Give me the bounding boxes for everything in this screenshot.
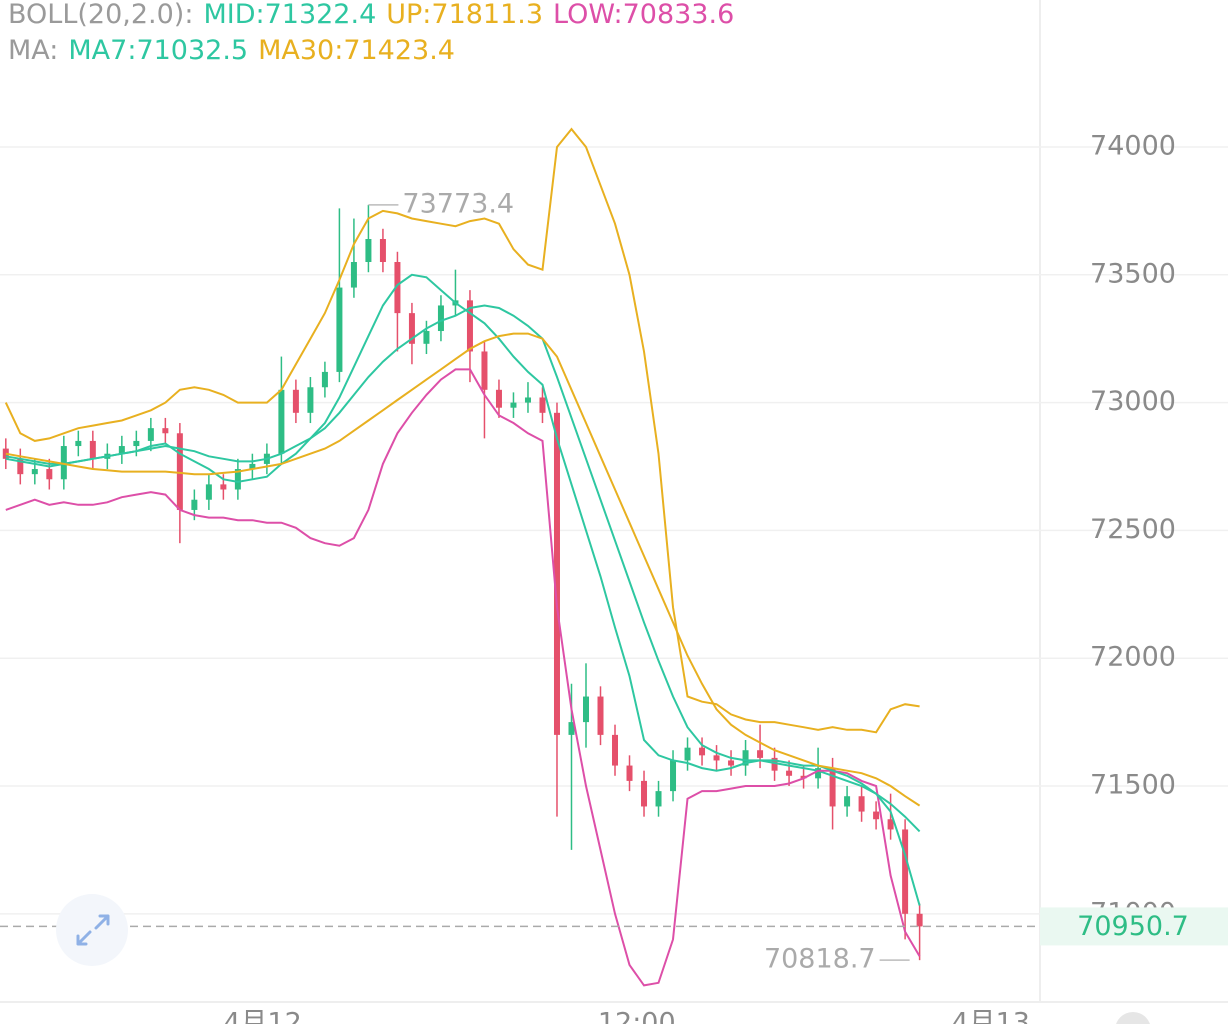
candle-body (89, 440, 96, 459)
indicator-line (5, 332, 921, 807)
settings-button[interactable] (1115, 1012, 1151, 1024)
indicator-title: MA: (8, 35, 58, 66)
indicator-line (5, 273, 921, 906)
candle-body (757, 750, 764, 758)
candle-body (60, 446, 67, 480)
indicator-row: BOLL(20,2.0): MID:71322.4 UP:71811.3 LOW:70… (8, 0, 734, 30)
candle-body (771, 757, 778, 771)
last-price-box (1040, 907, 1228, 946)
candle-body (307, 387, 314, 413)
candle-body (437, 305, 444, 332)
candle-body (873, 811, 880, 820)
candle-body (321, 371, 328, 388)
candle-body (481, 351, 488, 390)
candle-body (495, 389, 502, 408)
candle-body (655, 791, 662, 807)
indicator-name: MA30: (258, 35, 343, 66)
candle-body (597, 696, 604, 735)
candle-body (46, 469, 53, 480)
candle-body (524, 397, 531, 403)
x-tick-label: 4月13 (951, 1008, 1030, 1024)
candle-body (815, 768, 822, 779)
candle-body (800, 775, 807, 779)
indicator-title: BOLL(20,2.0): (8, 0, 193, 30)
indicator-value: 71322.4 (265, 0, 377, 30)
candle-body (147, 428, 154, 441)
candle-body (176, 433, 183, 510)
candle-body (728, 760, 735, 766)
max-label: 73773.4 (402, 188, 514, 219)
candle-body (568, 722, 575, 735)
last-price-label: 70950.7 (1077, 911, 1189, 942)
indicator-line (5, 304, 921, 833)
candle-body (336, 287, 343, 372)
candle-body (278, 389, 285, 454)
indicator-line (4, 127, 920, 734)
candle-body (205, 484, 212, 500)
expand-button[interactable] (56, 894, 128, 966)
indicator-name: UP: (386, 0, 431, 30)
candle-body (786, 770, 793, 776)
indicator-name: LOW: (553, 0, 623, 30)
candle-body (133, 440, 140, 447)
candle-body (612, 734, 619, 766)
candle-body (829, 768, 836, 807)
candle-body (742, 750, 749, 766)
y-tick-label: 73000 (1090, 386, 1176, 417)
y-tick-label: 72500 (1090, 514, 1176, 545)
candle-body (118, 446, 125, 454)
candle-body (162, 428, 169, 434)
candle-body (539, 397, 546, 413)
candle-body (292, 389, 299, 413)
candle-body (408, 313, 415, 344)
indicator-value: 71811.3 (431, 0, 543, 30)
candle-body (553, 412, 560, 735)
candle-body (75, 440, 82, 447)
x-tick-label: 12:00 (598, 1008, 676, 1024)
candle-body (365, 238, 372, 263)
candle-body (31, 469, 38, 475)
candle-body (350, 262, 357, 288)
candle-body (510, 402, 517, 408)
candle-body (626, 765, 633, 781)
y-tick-label: 72000 (1090, 642, 1176, 673)
candle-body (916, 913, 923, 927)
candle-body (582, 696, 589, 723)
indicator-name: MA7: (68, 35, 136, 66)
y-tick-label: 71500 (1090, 770, 1176, 801)
candle-body (191, 499, 198, 510)
indicator-value: 70833.6 (623, 0, 735, 30)
candle-body (249, 463, 256, 470)
x-tick-label: 4月12 (223, 1008, 302, 1024)
candle-body (670, 760, 677, 792)
indicator-row: MA: MA7:71032.5 MA30:71423.4 (8, 35, 455, 66)
indicator-value: 71032.5 (136, 35, 248, 66)
candle-body (684, 747, 691, 761)
candle-body (887, 819, 894, 830)
candle-body (220, 484, 227, 490)
candle-body (17, 458, 24, 475)
candle-body (423, 331, 430, 344)
candle-body (713, 755, 720, 761)
candle-body (858, 796, 865, 812)
candle-body (844, 796, 851, 807)
min-label: 70818.7 (764, 944, 876, 975)
y-tick-label: 74000 (1090, 130, 1176, 161)
indicator-value: 71423.4 (343, 35, 455, 66)
indicator-line (5, 368, 921, 987)
candle-body (466, 300, 473, 352)
candle-body (699, 747, 706, 756)
candle-body (394, 262, 401, 314)
candle-body (902, 829, 909, 914)
y-tick-label: 73500 (1090, 258, 1176, 289)
indicator-name: MID: (203, 0, 264, 30)
candle-body (234, 469, 241, 490)
candle-body (641, 780, 648, 807)
plot-area (0, 127, 1228, 987)
candle-body (379, 238, 386, 263)
